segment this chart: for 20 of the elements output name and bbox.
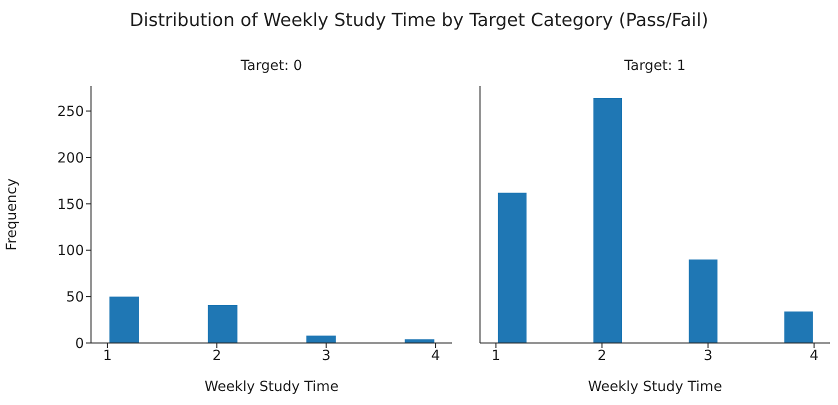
y-tick-label: 0 — [75, 336, 84, 352]
x-tick-label: 4 — [431, 348, 440, 364]
y-tick-label: 100 — [57, 243, 84, 260]
x-axis-title: Weekly Study Time — [588, 379, 722, 395]
y-tick-label: 150 — [57, 196, 84, 213]
x-tick-label: 2 — [212, 348, 222, 364]
y-tick-label: 50 — [66, 290, 84, 306]
y-axis-title: Frequency — [4, 178, 20, 251]
x-tick-label: 1 — [491, 348, 500, 364]
y-tick-label: 250 — [57, 104, 84, 120]
text: Distribution of Weekly Study Time by Target Category (Pass/Fail) — [128, 10, 710, 31]
x-tick-label: 2 — [598, 348, 606, 364]
x-tick-label: 1 — [102, 348, 112, 364]
x-tick-label: 4 — [810, 348, 819, 364]
y-tick-label: 200 — [57, 150, 84, 166]
chart-title: Target: 0 — [240, 58, 304, 74]
x-tick-label: 3 — [704, 348, 712, 364]
x-axis-title: Weekly Study Time — [204, 379, 339, 395]
chart-title: Target: 1 — [623, 58, 687, 74]
x-tick-label: 3 — [322, 348, 331, 364]
